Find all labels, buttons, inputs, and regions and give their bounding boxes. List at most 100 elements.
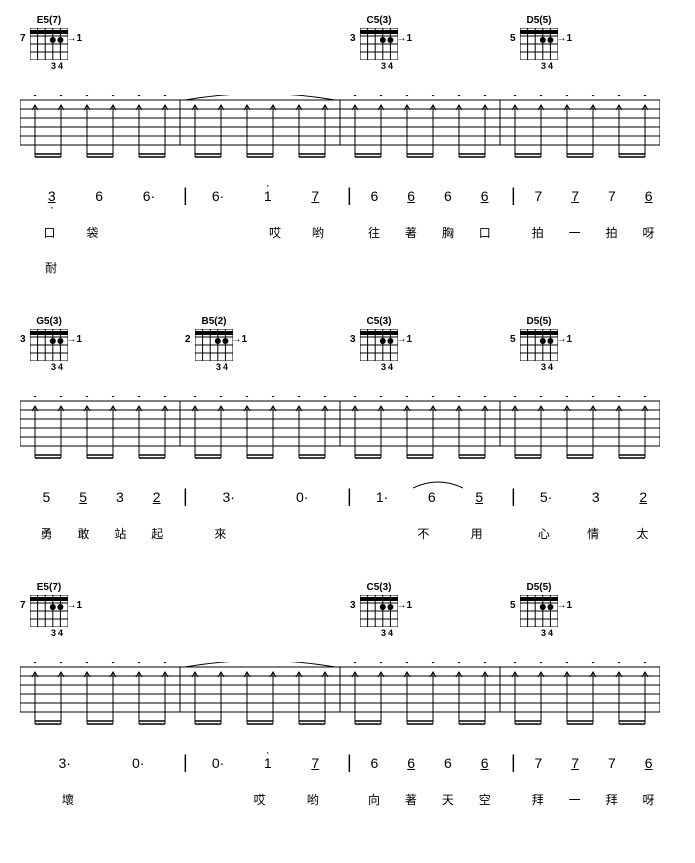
finger-numbers: 34	[360, 362, 398, 372]
lyric-syllable: 不	[417, 525, 429, 542]
lyric-syllable: 敢	[77, 525, 89, 542]
lyric-syllable: 拍	[606, 224, 618, 241]
jianpu-note: 7	[534, 755, 542, 771]
chord-diagram: C5(3) 3 →1 34	[360, 15, 398, 71]
chord-diagram: E5(7) 7 →1 34	[30, 582, 68, 638]
chord-label: D5(5)	[520, 316, 558, 327]
chord-grid-svg	[520, 329, 558, 361]
lyric-syllable: 站	[114, 525, 126, 542]
chord-label: G5(3)	[30, 316, 68, 327]
finger-numbers: 34	[30, 628, 68, 638]
barre-mark: →1	[396, 334, 412, 345]
finger-numbers: 34	[520, 628, 558, 638]
barre-mark: →1	[66, 334, 82, 345]
finger-numbers: 34	[360, 628, 398, 638]
jianpu-note: 6	[407, 755, 415, 771]
jianpu-note: 6	[481, 188, 489, 204]
chord-label: C5(3)	[360, 15, 398, 26]
jianpu-note: 6·	[212, 188, 224, 204]
chord-grid-svg	[30, 329, 68, 361]
measure-notes: 3· 0·	[184, 486, 347, 507]
measure-notes: 7776	[512, 185, 675, 206]
lyric-syllable: 來	[214, 525, 226, 542]
system: G5(3) 3 →1 34 B5(2) 2 →1	[20, 316, 675, 542]
barre-mark: →1	[396, 600, 412, 611]
notation-row: 3·0·|0·17|6666|7776	[20, 752, 675, 773]
fret-number: 5	[510, 334, 516, 345]
chord-diagram: C5(3) 3 →1 34	[360, 316, 398, 372]
chord-label: E5(7)	[30, 582, 68, 593]
lyric-syllable: 哎	[254, 791, 266, 808]
measure-notes: 6·17	[184, 185, 347, 206]
barre-mark: →1	[66, 600, 82, 611]
finger-numbers: 34	[520, 362, 558, 372]
jianpu-note: 0·	[132, 755, 144, 771]
jianpu-note: 2	[639, 489, 647, 505]
jianpu-note: 0·	[296, 489, 308, 505]
fret-number: 3	[350, 334, 356, 345]
measure-notes: 6666	[348, 752, 511, 773]
jianpu-note: 3	[592, 489, 600, 505]
jianpu-note: 6	[645, 188, 653, 204]
lyric-syllable: 拍	[532, 224, 544, 241]
measure-notes: 1·65	[348, 486, 511, 507]
barre-mark: →1	[556, 334, 572, 345]
chord-label: E5(7)	[30, 15, 68, 26]
lyric-syllable: 勇	[40, 525, 52, 542]
jianpu-note: 2	[153, 489, 161, 505]
chord-diagram: G5(3) 3 →1 34	[30, 316, 68, 372]
fret-number: 7	[20, 33, 26, 44]
lyrics-row: 勇敢站起來不用心情太	[20, 525, 675, 542]
measure-notes: 5532	[20, 486, 183, 507]
jianpu-note: 3	[48, 188, 56, 204]
chord-grid-svg	[360, 28, 398, 60]
measure-notes: 5·32	[512, 486, 675, 507]
jianpu-note: 6	[428, 489, 436, 505]
lyric-syllable: 情	[587, 525, 599, 542]
lyric-syllable: 哟	[307, 791, 319, 808]
fret-number: 7	[20, 600, 26, 611]
jianpu-note: 6	[95, 188, 103, 204]
jianpu-note: 3·	[223, 489, 235, 505]
chord-diagram: C5(3) 3 →1 34	[360, 582, 398, 638]
jianpu-note: 6	[481, 755, 489, 771]
tab-staff-svg	[20, 662, 660, 732]
lyric-syllable: 向	[368, 791, 380, 808]
barre-mark: →1	[66, 33, 82, 44]
lyric-syllable: 起	[151, 525, 163, 542]
barre-mark: →1	[556, 600, 572, 611]
lyric-syllable: 用	[471, 525, 483, 542]
lyric-syllable: 哟	[312, 224, 324, 241]
measure-notes: 3· 0·	[20, 752, 183, 773]
tab-staff-svg	[20, 396, 660, 466]
fret-number: 5	[510, 33, 516, 44]
jianpu-note: 1·	[376, 489, 388, 505]
lyric-syllable: 一	[569, 224, 581, 241]
jianpu-note: 6	[370, 188, 378, 204]
tab-staff	[20, 396, 675, 466]
chord-diagram: B5(2) 2 →1 34	[195, 316, 233, 372]
chords-row: E5(7) 7 →1 34 C5(3) 3 →1	[20, 15, 675, 85]
jianpu-note: 3·	[59, 755, 71, 771]
chord-label: D5(5)	[520, 582, 558, 593]
jianpu-note: 3	[116, 489, 124, 505]
chord-grid-svg	[520, 595, 558, 627]
fret-number: 3	[350, 33, 356, 44]
jianpu-note: 6	[444, 755, 452, 771]
finger-numbers: 34	[30, 61, 68, 71]
chord-label: C5(3)	[360, 316, 398, 327]
jianpu-note: 0·	[212, 755, 224, 771]
jianpu-note: 7	[571, 188, 579, 204]
chord-grid-svg	[30, 595, 68, 627]
lyric-syllable: 太	[636, 525, 648, 542]
fret-number: 3	[350, 600, 356, 611]
tab-staff-svg	[20, 95, 660, 165]
chord-label: B5(2)	[195, 316, 233, 327]
lyrics-row: 壞哎哟向著天空拜一拜呀	[20, 791, 675, 808]
lyric-syllable: 拜	[532, 791, 544, 808]
lyric-syllable: 袋	[86, 224, 98, 241]
lyrics-row: 口袋哎哟往著胸口拍一拍呀	[20, 224, 675, 241]
tab-staff	[20, 662, 675, 732]
finger-numbers: 34	[195, 362, 233, 372]
lyric-syllable: 往	[368, 224, 380, 241]
